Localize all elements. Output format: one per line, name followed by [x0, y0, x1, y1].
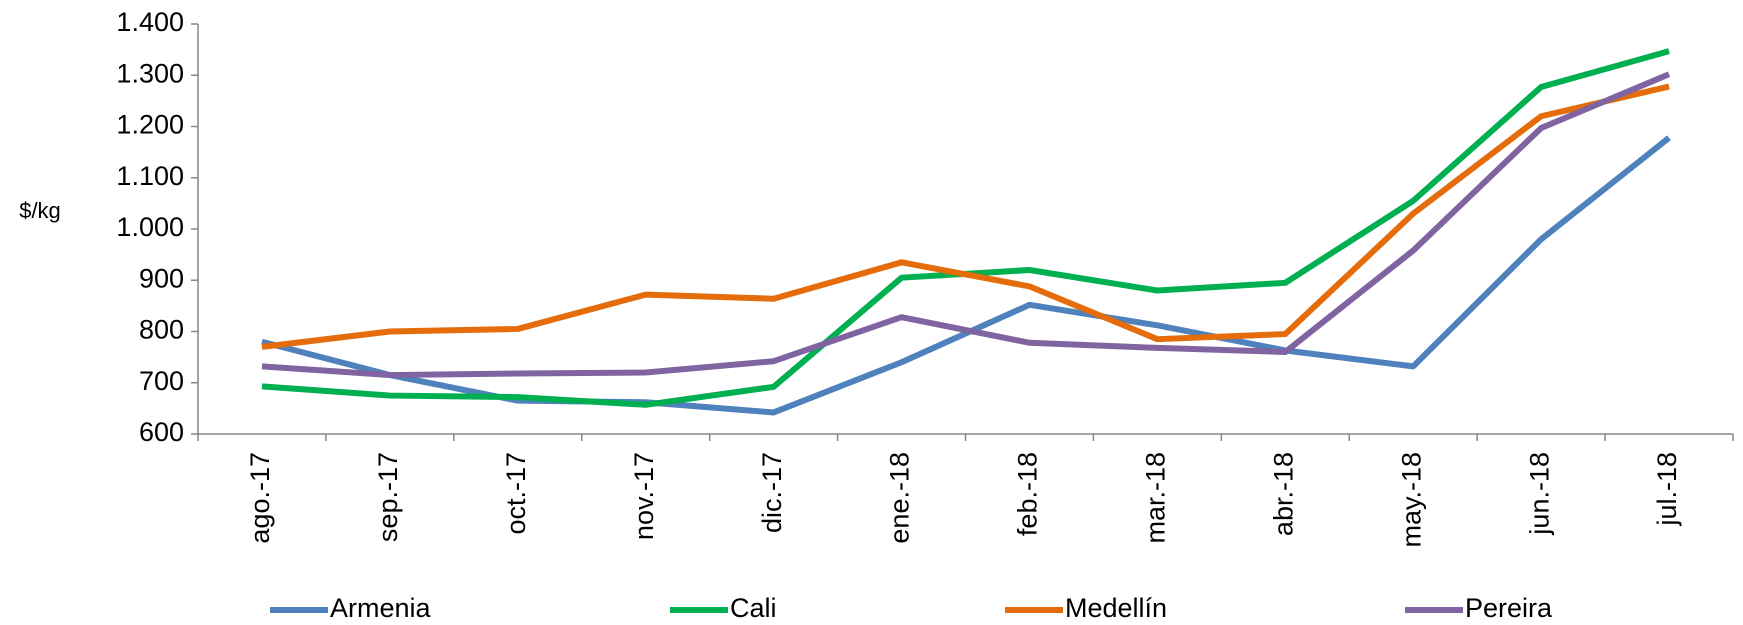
x-tick-label: may.-18	[1396, 452, 1426, 548]
legend-label: Armenia	[330, 593, 432, 623]
legend-label: Cali	[730, 593, 777, 623]
y-axis-label: $/kg	[19, 198, 61, 223]
y-tick-label: 700	[139, 366, 184, 396]
x-tick-label: jul.-18	[1652, 452, 1682, 527]
x-tick-label: ene.-18	[885, 452, 915, 544]
series-line	[261, 83, 1670, 350]
y-tick-label: 900	[139, 263, 184, 293]
legend-label: Pereira	[1465, 593, 1553, 623]
series-line	[261, 48, 1670, 408]
y-tick-label: 1.400	[116, 7, 184, 37]
legend-label: Medellín	[1065, 593, 1167, 623]
x-tick-label: sep.-17	[373, 452, 403, 542]
x-tick-label: jun.-18	[1524, 452, 1554, 536]
x-tick-label: abr.-18	[1268, 452, 1298, 536]
x-tick-label: nov.-17	[629, 452, 659, 540]
y-tick-label: 800	[139, 315, 184, 345]
x-tick-label: dic.-17	[757, 452, 787, 533]
y-tick-label: 1.300	[116, 58, 184, 88]
y-tick-label: 600	[139, 417, 184, 447]
x-tick-label: feb.-18	[1013, 452, 1043, 536]
y-tick-label: 1.200	[116, 110, 184, 140]
x-tick-label: mar.-18	[1141, 452, 1171, 544]
x-tick-label: ago.-17	[245, 452, 275, 544]
series-line	[261, 71, 1671, 379]
y-tick-label: 1.100	[116, 161, 184, 191]
x-tick-label: oct.-17	[501, 452, 531, 535]
y-tick-label: 1.000	[116, 212, 184, 242]
